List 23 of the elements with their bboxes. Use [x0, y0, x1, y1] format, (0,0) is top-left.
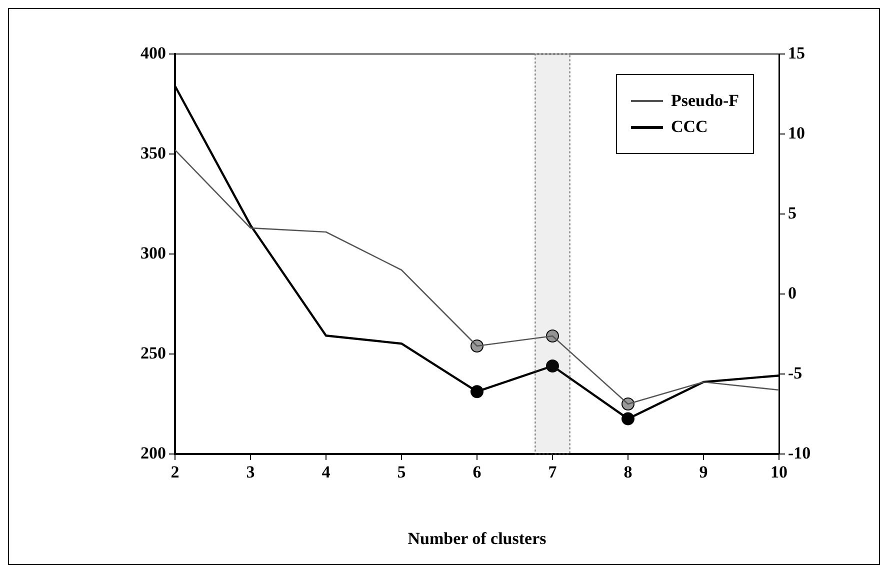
y-tick-label: 400 [140, 43, 166, 62]
x-tick-label: 3 [246, 462, 255, 482]
y2-tick-label: 10 [788, 123, 805, 142]
x-tick-label: 7 [548, 462, 558, 482]
x-tick-label: 5 [397, 462, 406, 482]
y-tick-label: 300 [140, 243, 166, 262]
x-tick-label: 8 [624, 462, 632, 482]
x-tick-label: 10 [770, 462, 788, 482]
y2-tick-label: 15 [788, 43, 805, 62]
y2-tick-label: 0 [788, 283, 796, 302]
legend-label: Pseudo-F [671, 91, 739, 111]
x-axis-title: Number of clusters [408, 529, 547, 548]
legend-label: CCC [671, 117, 708, 137]
y2-tick-label: 5 [788, 203, 796, 222]
x-tick-label: 2 [170, 462, 180, 482]
y2-tick-label: -10 [788, 443, 811, 462]
y-tick-label: 250 [140, 343, 166, 362]
x-tick-label: 4 [322, 462, 331, 482]
y-tick-label: 350 [140, 143, 166, 162]
y-tick-label: 200 [140, 443, 166, 462]
x-tick-label: 6 [472, 462, 482, 482]
y2-tick-label: -5 [788, 363, 802, 382]
x-tick-label: 9 [699, 462, 708, 482]
